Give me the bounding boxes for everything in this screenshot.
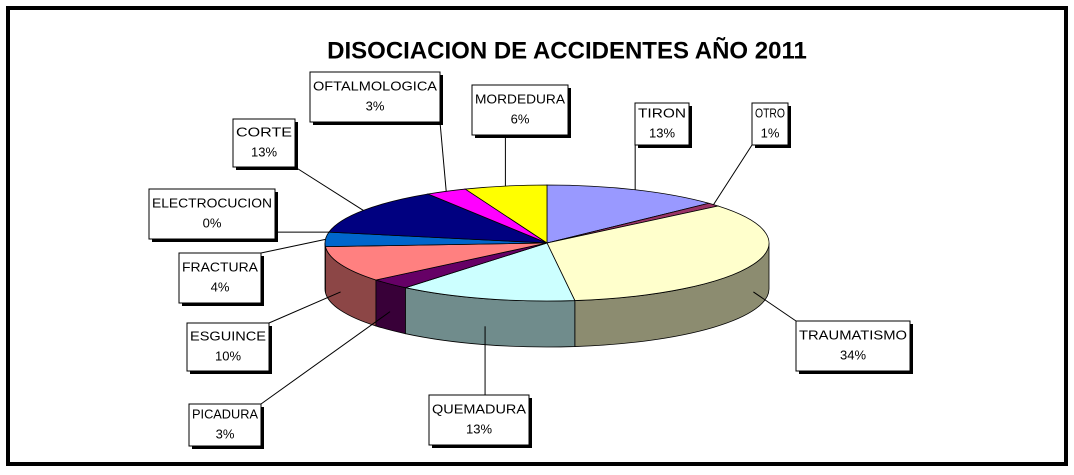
slice-side	[376, 280, 406, 334]
label-value: 10%	[215, 348, 241, 363]
pie	[325, 185, 769, 347]
label-value: 3%	[216, 426, 235, 441]
label-name: ESGUINCE	[190, 328, 266, 343]
label-value: 3%	[366, 98, 385, 113]
label-name: TRAUMATISMO	[799, 327, 907, 342]
label-value: 4%	[211, 279, 230, 294]
label-value: 13%	[466, 421, 492, 436]
chart-title: DISOCIACION DE ACCIDENTES AÑO 2011	[327, 36, 807, 64]
label-name: QUEMADURA	[432, 401, 526, 416]
label-value: 13%	[649, 125, 675, 140]
label-value: 0%	[203, 215, 222, 230]
label-value: 6%	[511, 111, 530, 126]
label-name: ELECTROCUCION	[152, 195, 272, 210]
label-value: 13%	[251, 144, 277, 159]
label-name: PICADURA	[192, 406, 258, 421]
label-name: OFTALMOLOGICA	[313, 78, 437, 93]
label-name: OTRO	[755, 105, 785, 120]
label-name: CORTE	[236, 124, 292, 139]
label-name: FRACTURA	[182, 259, 258, 274]
label-name: MORDEDURA	[475, 91, 565, 106]
label-name: TIRON	[638, 105, 686, 120]
label-value: 34%	[840, 347, 866, 362]
label-value: 1%	[761, 125, 780, 140]
